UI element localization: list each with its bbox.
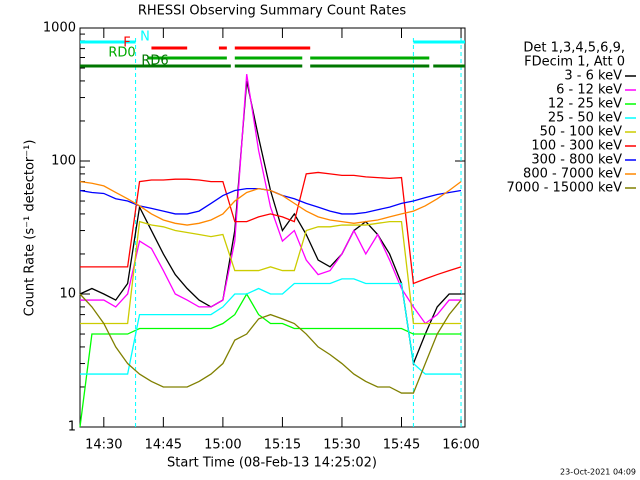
x-tick-label: 14:30 [85, 438, 122, 453]
legend-label: 300 - 800 keV [531, 153, 622, 168]
series-line [79, 292, 462, 428]
legend-label: 7000 - 15000 keV [507, 181, 623, 196]
legend-label: 6 - 12 keV [556, 83, 622, 98]
series-line [80, 220, 462, 325]
legend-label: 50 - 100 keV [540, 125, 623, 140]
x-tick-label: 14:45 [145, 438, 182, 453]
legend-label: 800 - 7000 keV [523, 167, 622, 182]
flag-label: N [140, 30, 150, 45]
flag-label: RD0 [108, 46, 135, 61]
y-tick-label: 1000 [43, 21, 76, 36]
legend-label: 12 - 25 keV [548, 97, 622, 112]
x-tick-label: 16:00 [442, 438, 479, 453]
y-tick-label: 10 [59, 287, 76, 302]
legend-label: 100 - 300 keV [531, 139, 622, 154]
x-axis-label: Start Time (08-Feb-13 14:25:02) [167, 456, 377, 471]
x-tick-label: 15:00 [204, 438, 241, 453]
series-line [80, 171, 462, 285]
chart-title: RHESSI Observing Summary Count Rates [138, 4, 407, 19]
series-line [80, 278, 462, 375]
x-tick-label: 15:15 [264, 438, 301, 453]
y-tick-label: 100 [51, 154, 76, 169]
legend-header: Det 1,3,4,5,6,9, [523, 41, 625, 56]
legend-label: 3 - 6 keV [564, 69, 622, 84]
series-line [80, 74, 462, 325]
y-tick-label: 1 [68, 420, 76, 435]
flag-label: RD6 [141, 54, 168, 69]
series-line [79, 180, 462, 226]
x-tick-label: 15:45 [383, 438, 420, 453]
y-axis-label: Count Rate (s⁻¹ detector⁻¹) [23, 140, 38, 317]
legend-label: 25 - 50 keV [548, 111, 622, 126]
x-tick-label: 15:30 [323, 438, 360, 453]
footer: 23-Oct-2021 04:09 [560, 468, 636, 477]
flag-label: F [123, 36, 130, 51]
series-line [79, 293, 462, 394]
plot-frame [79, 27, 466, 428]
legend-header: FDecim 1, Att 0 [524, 55, 625, 70]
